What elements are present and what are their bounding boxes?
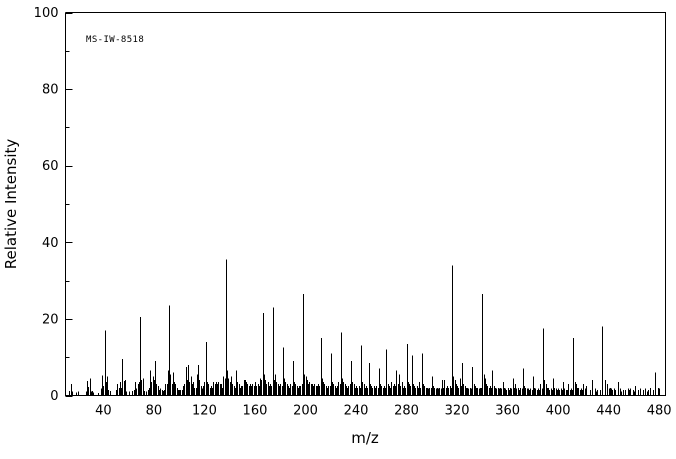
y-tick-label: 0: [50, 389, 58, 404]
x-tick-label: 80: [146, 404, 163, 419]
y-axis-ticks: [65, 13, 73, 397]
y-tick-label: 60: [42, 159, 59, 174]
x-axis-tick-labels: 40 80 120 160 200 240 280 320 360 400 440 480: [95, 404, 671, 419]
x-tick-label: 200: [293, 404, 318, 419]
y-tick-label: 80: [42, 83, 59, 98]
x-tick-label: 120: [192, 404, 217, 419]
x-tick-label: 360: [495, 404, 520, 419]
x-tick-label: 400: [546, 404, 571, 419]
sample-label: MS-IW-8518: [86, 35, 144, 45]
x-tick-label: 440: [596, 404, 621, 419]
x-tick-label: 280: [394, 404, 419, 419]
y-axis-tick-labels: 0 20 40 60 80 100: [34, 6, 59, 404]
x-tick-label: 320: [445, 404, 470, 419]
plot-frame: [64, 11, 667, 397]
x-axis-ticks: [78, 388, 660, 396]
x-tick-label: 480: [647, 404, 672, 419]
axes-frame: [64, 11, 667, 397]
y-axis-title: Relative Intensity: [2, 139, 20, 270]
x-tick-label: 40: [95, 404, 112, 419]
x-axis-title: m/z: [351, 429, 379, 447]
x-tick-label: 160: [243, 404, 268, 419]
x-tick-label: 240: [344, 404, 369, 419]
y-tick-label: 20: [42, 312, 59, 327]
y-tick-label: 40: [42, 236, 59, 251]
spectrum-peaks: [69, 259, 659, 396]
y-tick-label: 100: [34, 6, 59, 21]
